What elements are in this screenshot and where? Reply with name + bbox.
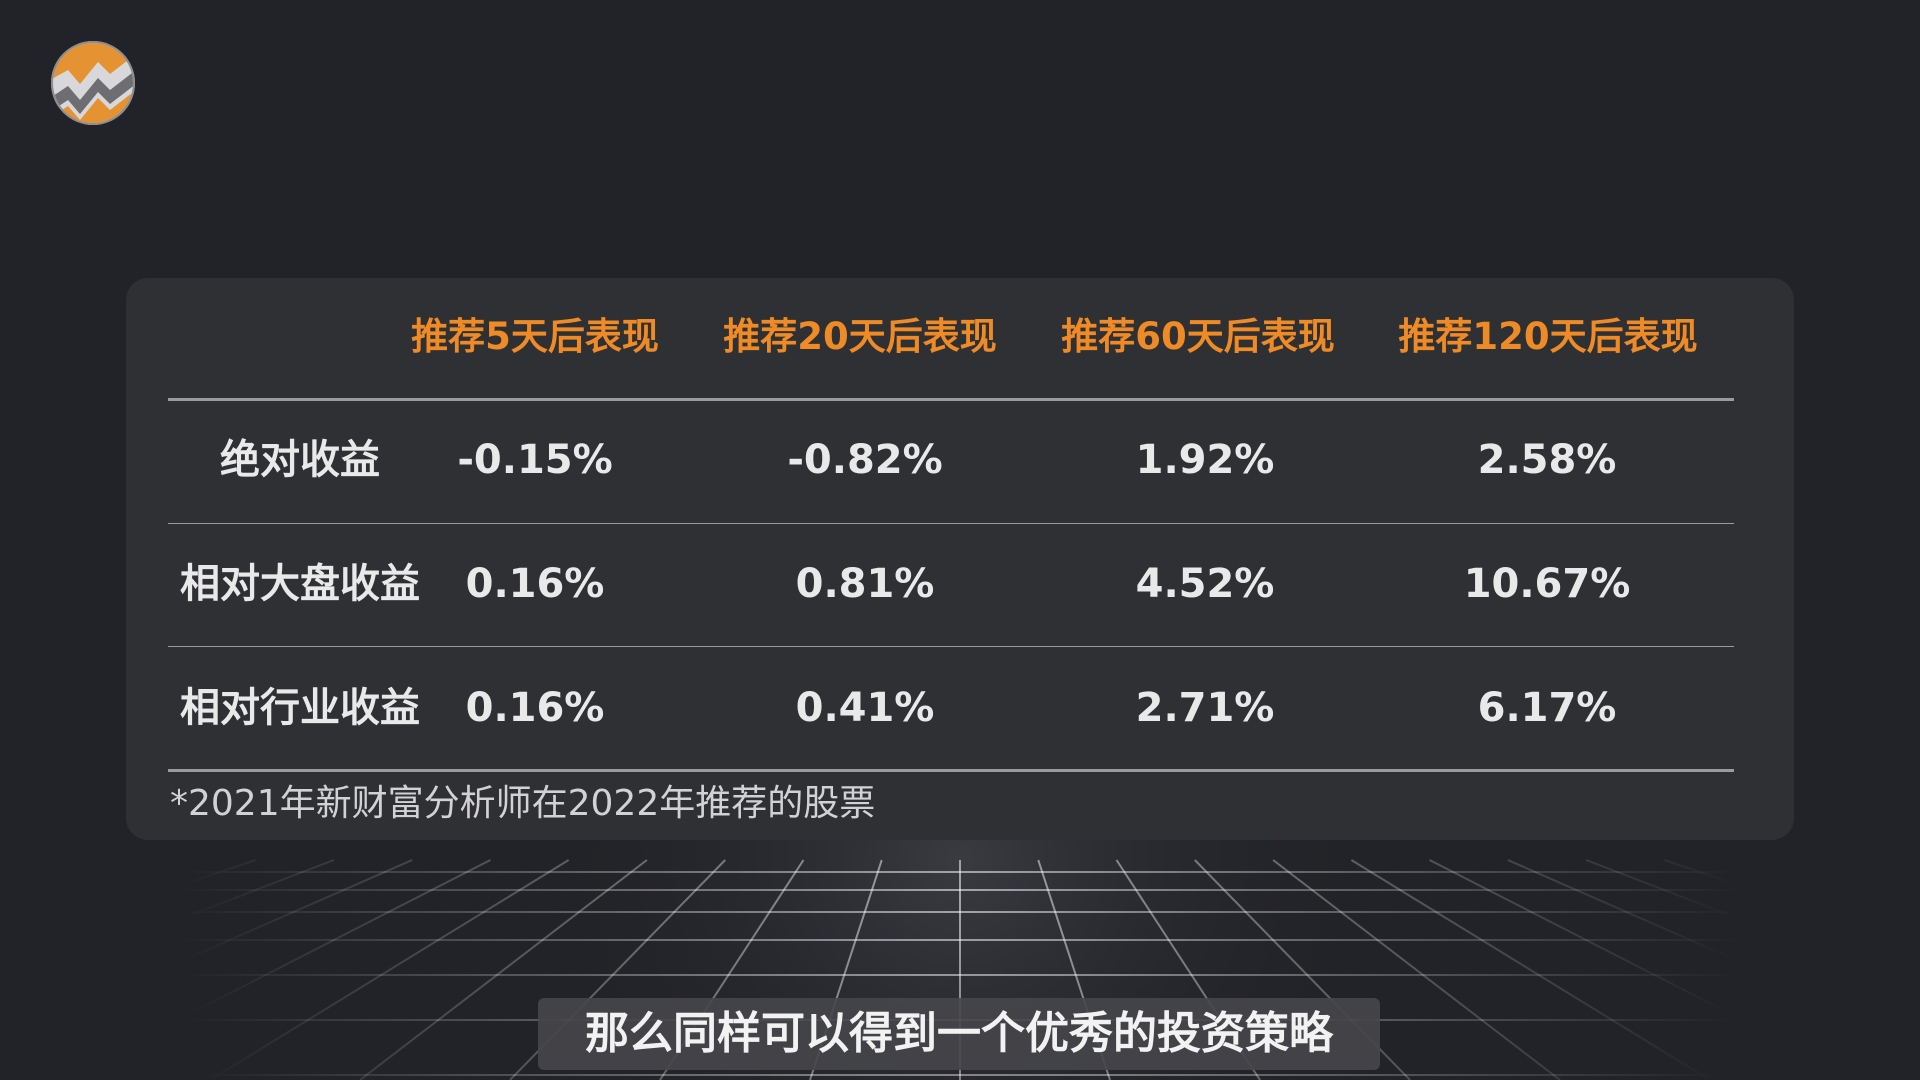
floor-grid-line (0, 859, 256, 949)
results-table-panel (126, 278, 1794, 840)
floor-grid-line (0, 859, 413, 1042)
header-5-days: 推荐5天后表现 (411, 315, 659, 358)
header-60-days: 推荐60天后表现 (1061, 315, 1335, 358)
row-label-relative-market-return: 相对大盘收益 (180, 561, 420, 607)
floor-grid-line (1664, 859, 1920, 949)
row-divider (168, 646, 1734, 647)
floor-grid-line (59, 859, 491, 1080)
video-subtitle: 那么同样可以得到一个优秀的投资策略 (585, 1008, 1333, 1059)
header-120-days: 推荐120天后表现 (1398, 315, 1698, 358)
table-cell: 0.41% (795, 685, 935, 731)
table-cell: 2.58% (1477, 437, 1617, 483)
floor-grid-line (359, 859, 648, 1080)
table-cell: -0.82% (787, 437, 943, 483)
table-cell: 2.71% (1135, 685, 1275, 731)
table-cell: 0.16% (465, 561, 605, 607)
table-cell: 10.67% (1463, 561, 1631, 607)
floor-grid-line (1585, 859, 1920, 990)
floor-grid-line (1507, 859, 1920, 1042)
floor-grid-line (209, 859, 570, 1080)
floor-grid-line (1350, 859, 1711, 1080)
floor-grid-line (0, 859, 178, 916)
subtitle-background (538, 998, 1380, 1070)
floor-grid-line (1429, 859, 1861, 1080)
floor-grid-line (1272, 859, 1561, 1080)
row-label-absolute-return: 绝对收益 (220, 437, 380, 483)
table-cell: 4.52% (1135, 561, 1275, 607)
header-20-days: 推荐20天后表现 (723, 315, 997, 358)
table-cell: -0.15% (457, 437, 613, 483)
chart-zigzag-logo-icon (51, 41, 135, 125)
row-label-relative-industry-return: 相对行业收益 (180, 685, 420, 731)
floor-grid-line (0, 859, 335, 990)
table-cell: 0.81% (795, 561, 935, 607)
table-bottom-divider (168, 769, 1734, 772)
header-divider (168, 398, 1734, 401)
table-cell: 1.92% (1135, 437, 1275, 483)
floor-grid-line (1742, 859, 1920, 916)
table-cell: 6.17% (1477, 685, 1617, 731)
table-footnote: *2021年新财富分析师在2022年推荐的股票 (170, 783, 876, 824)
row-divider (168, 523, 1734, 524)
table-cell: 0.16% (465, 685, 605, 731)
